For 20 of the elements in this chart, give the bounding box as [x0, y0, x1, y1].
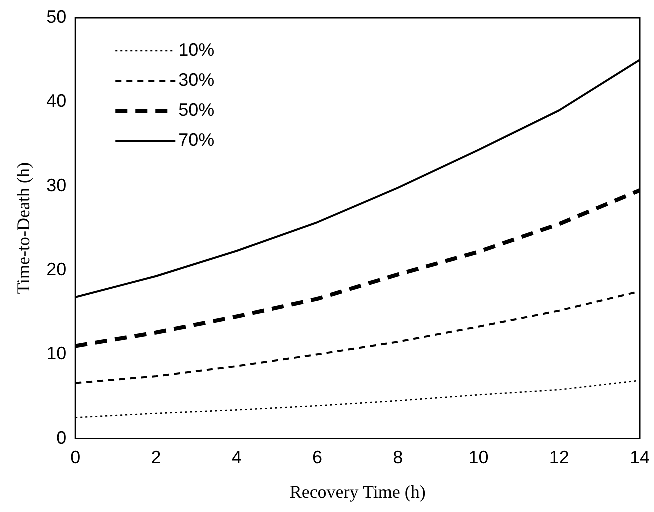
x-axis-title: Recovery Time (h): [290, 482, 426, 502]
y-tick-label: 50: [46, 6, 67, 27]
x-tick-label: 14: [630, 448, 650, 468]
x-tick-label: 10: [468, 448, 489, 468]
x-tick-label: 8: [393, 448, 404, 468]
x-tick-label: 2: [151, 448, 162, 468]
legend-label: 70%: [178, 130, 215, 150]
x-tick-label: 6: [312, 448, 323, 468]
legend-label: 50%: [178, 100, 215, 120]
x-tick-label: 0: [70, 448, 81, 468]
x-tick-label: 4: [232, 448, 242, 468]
y-axis-title: Time-to-Death (h): [14, 162, 34, 294]
legend-label: 10%: [178, 40, 215, 60]
y-tick-label: 30: [46, 175, 67, 196]
y-tick-label: 20: [46, 259, 67, 280]
x-tick-label: 12: [549, 448, 570, 468]
legend-label: 30%: [178, 70, 215, 90]
y-tick-label: 10: [46, 344, 67, 364]
y-tick-label: 0: [56, 428, 67, 448]
y-tick-label: 40: [46, 91, 67, 112]
